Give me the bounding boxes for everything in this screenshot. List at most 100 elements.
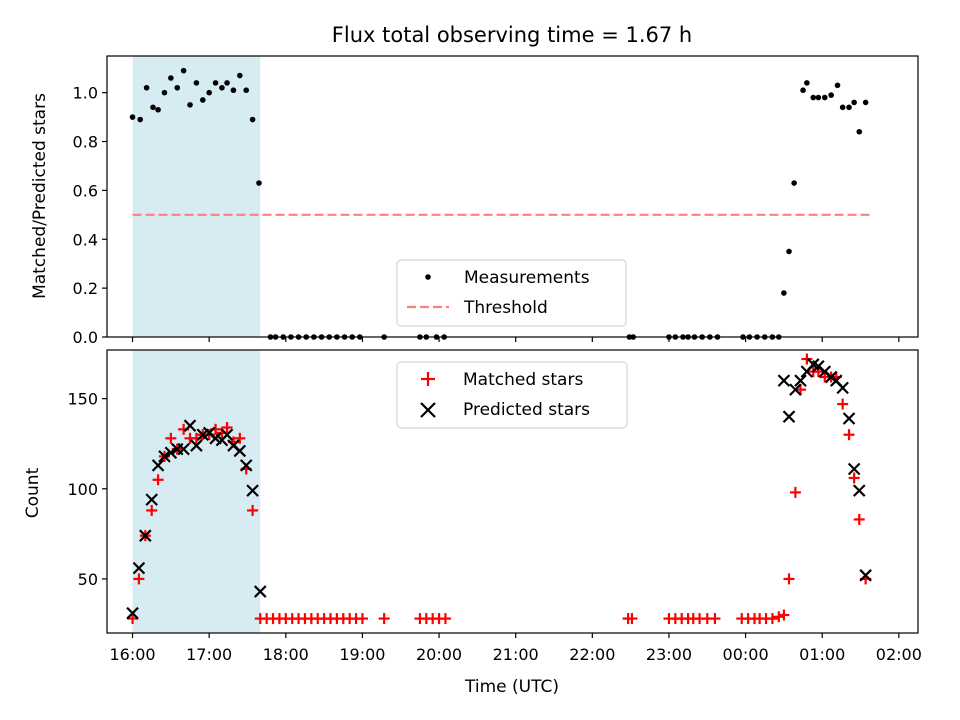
x-tick-label: 17:00 (186, 645, 232, 664)
measurement-point (256, 180, 262, 186)
matched-star-point (801, 353, 813, 365)
predicted-star-point (145, 493, 158, 506)
predicted-star-point (777, 374, 791, 387)
measurement-point (168, 75, 174, 81)
measurement-point (137, 116, 144, 123)
top-ylabel: Matched/Predicted stars (30, 93, 50, 299)
bottom-y-tick-label: 150 (67, 390, 98, 409)
predicted-star-point (139, 529, 152, 542)
legend-predicted-label: Predicted stars (463, 400, 590, 420)
x-tick-label: 00:00 (723, 645, 769, 664)
matched-star-point (709, 613, 721, 625)
predicted-star-point (246, 484, 259, 497)
predicted-star-point (789, 383, 802, 396)
measurement-point (821, 94, 828, 101)
x-tick-label: 02:00 (876, 645, 922, 664)
bottom-legend: Matched stars Predicted stars (396, 361, 628, 429)
measurement-point (862, 99, 869, 106)
x-tick-label: 18:00 (263, 645, 309, 664)
measurement-point (219, 84, 225, 91)
measurement-point (224, 80, 230, 86)
measurement-point (243, 87, 250, 94)
top-y-tick-label: 0.8 (73, 133, 98, 152)
matched-star-point (848, 472, 860, 484)
measurement-point (199, 97, 206, 103)
top-axes: 0.0 0.2 0.4 0.6 0.8 1.0 (73, 84, 900, 347)
measurement-point (143, 84, 150, 91)
matched-star-point (234, 432, 246, 444)
matched-star-point (165, 432, 177, 444)
measurement-point (800, 87, 806, 94)
matched-star-point (378, 613, 390, 625)
matched-star-point (843, 429, 855, 441)
predicted-star-point (239, 459, 253, 472)
matched-star-point (146, 504, 158, 516)
star-count-points (126, 353, 872, 625)
measurement-point (851, 99, 857, 106)
measurement-point (174, 84, 181, 91)
x-tick-label: 21:00 (493, 645, 539, 664)
matched-star-point (853, 513, 865, 525)
legend-predicted-marker (420, 402, 436, 418)
matched-star-point (778, 609, 790, 621)
matched-star-point (439, 613, 451, 625)
matched-star-point (247, 504, 259, 516)
measurement-point (810, 94, 817, 101)
matched-star-point (773, 611, 785, 623)
bottom-panel: 16:00 17:00 18:00 19:00 20:00 21:00 22:00 23:00… (23, 349, 922, 697)
matched-star-point (783, 573, 795, 585)
predicted-star-point (836, 381, 849, 395)
measurement-point (834, 82, 841, 89)
x-tick-label: 22:00 (569, 645, 615, 664)
bottom-axes: 16:00 17:00 18:00 19:00 20:00 21:00 22:00 23:00… (67, 390, 921, 664)
measurement-point (129, 114, 136, 120)
predicted-star-point (253, 585, 267, 598)
legend-measurements-marker (425, 274, 431, 280)
predicted-star-point (190, 439, 203, 452)
legend-measurements-label: Measurements (464, 268, 590, 288)
predicted-star-point (183, 419, 197, 432)
top-y-tick-label: 0.6 (73, 181, 98, 200)
predicted-star-point (158, 450, 171, 463)
matched-star-point (626, 613, 638, 625)
measurement-point (839, 104, 846, 111)
measurement-point (187, 102, 193, 108)
measurement-point (212, 80, 219, 86)
chart-title: Flux total observing time = 1.67 h (332, 23, 692, 47)
matched-star-point (356, 613, 368, 625)
x-axis-label: Time (UTC) (464, 677, 559, 697)
x-tick-label: 16:00 (109, 645, 155, 664)
measurement-point (180, 67, 187, 74)
measurement-point (161, 89, 168, 96)
measurement-point (230, 87, 237, 94)
legend-threshold-label: Threshold (463, 298, 548, 318)
top-y-tick-label: 0.4 (73, 230, 98, 249)
bottom-legend-box (396, 361, 628, 429)
predicted-star-point (852, 484, 866, 497)
top-legend-box (396, 259, 627, 327)
predicted-star-point (842, 412, 856, 425)
predicted-star-point (782, 410, 796, 423)
measurement-point (150, 104, 156, 111)
top-panel: 0.0 0.2 0.4 0.6 0.8 1.0 Matched/Predicted sta… (30, 55, 919, 347)
predicted-star-point (126, 606, 139, 620)
measurement-point (804, 80, 810, 86)
matched-star-point (221, 422, 233, 434)
measurement-point (193, 80, 200, 86)
measurement-point (155, 106, 161, 113)
predicted-star-point (220, 428, 234, 441)
observing-window-top (132, 56, 261, 337)
matched-star-point (152, 474, 164, 486)
predicted-star-point (859, 569, 872, 582)
bottom-y-tick-label: 50 (78, 570, 98, 589)
top-y-tick-label: 0.0 (73, 328, 98, 347)
bottom-y-tick-label: 100 (67, 480, 98, 499)
matched-star-point (133, 573, 145, 585)
top-plot-frame (106, 55, 919, 338)
measurement-point (815, 94, 822, 101)
x-tick-label: 20:00 (416, 645, 462, 664)
predicted-star-point (794, 374, 807, 387)
x-tick-label: 19:00 (339, 645, 385, 664)
measurement-point (786, 248, 792, 255)
